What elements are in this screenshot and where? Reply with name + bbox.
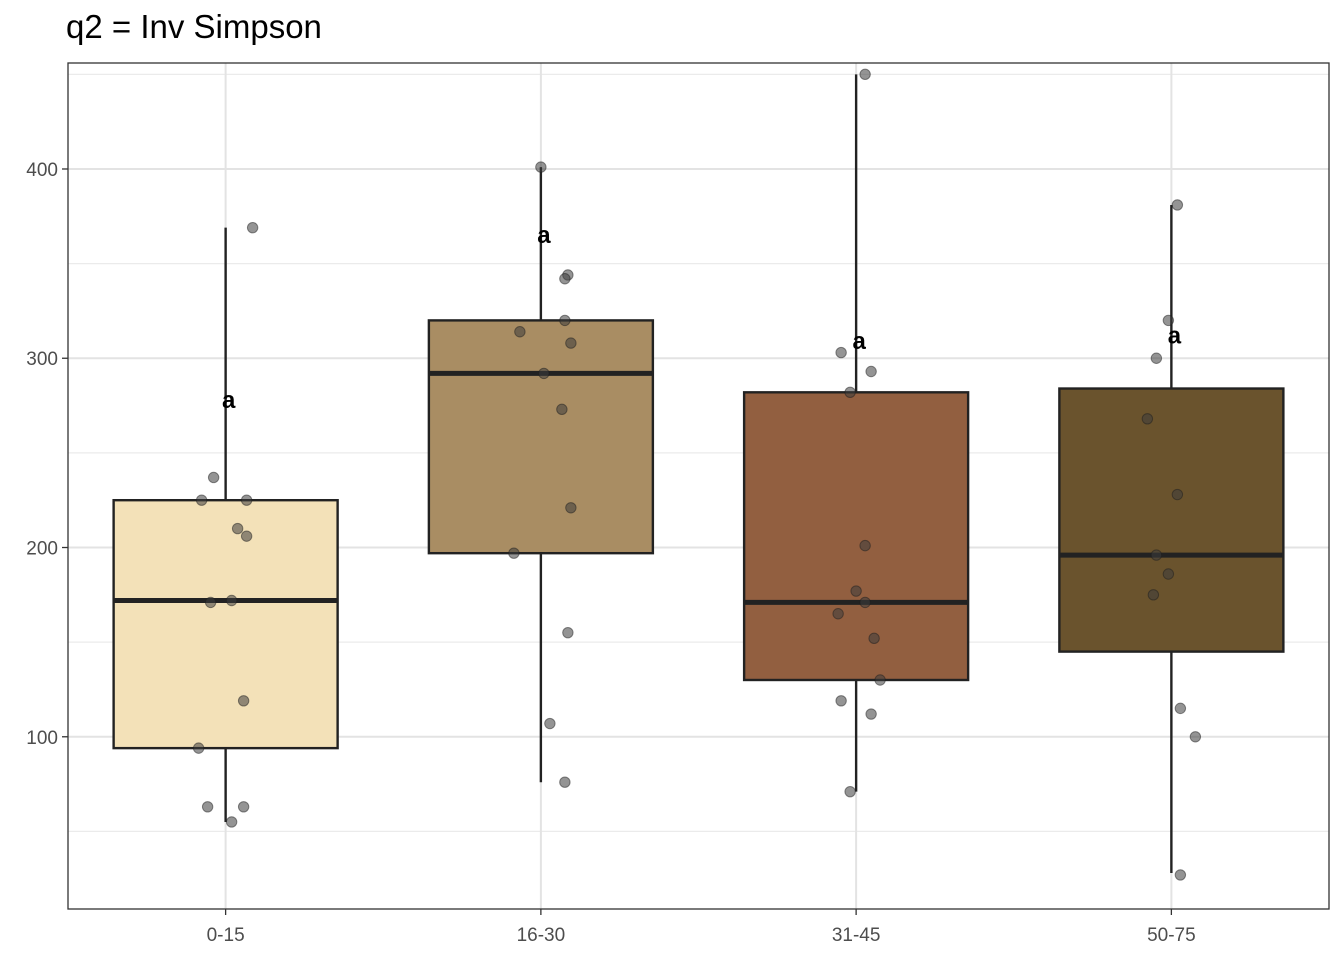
x-tick-label: 16-30 bbox=[517, 925, 566, 946]
data-point bbox=[237, 801, 250, 813]
data-point bbox=[1174, 702, 1187, 715]
data-point bbox=[225, 594, 238, 607]
data-point bbox=[201, 801, 214, 813]
data-point bbox=[246, 221, 259, 234]
data-point bbox=[1189, 731, 1202, 743]
data-point bbox=[835, 695, 847, 707]
data-point bbox=[559, 314, 571, 327]
x-tick-label: 0-15 bbox=[207, 925, 245, 946]
data-point bbox=[1171, 488, 1184, 501]
data-point bbox=[835, 346, 847, 359]
y-tick-label: 300 bbox=[26, 349, 58, 370]
data-point bbox=[240, 494, 253, 506]
data-point bbox=[844, 386, 856, 399]
y-tick-label: 200 bbox=[26, 539, 58, 560]
data-point bbox=[844, 785, 856, 798]
box-31-45 bbox=[742, 74, 970, 792]
data-point bbox=[1141, 413, 1154, 425]
data-point bbox=[535, 161, 547, 173]
boxes bbox=[112, 74, 1285, 874]
box-iqr bbox=[112, 498, 339, 750]
data-point bbox=[225, 816, 238, 828]
significance-label: a bbox=[852, 328, 866, 355]
data-point bbox=[1162, 568, 1175, 580]
data-point bbox=[850, 585, 862, 597]
data-point bbox=[565, 337, 577, 349]
data-point bbox=[1150, 352, 1163, 364]
significance-label: a bbox=[537, 222, 551, 249]
data-point bbox=[868, 632, 880, 645]
box-0-15 bbox=[112, 227, 339, 822]
significance-label: a bbox=[222, 387, 236, 414]
chart-title: q2 = Inv Simpson bbox=[66, 8, 322, 45]
data-point bbox=[559, 776, 571, 788]
y-tick-label: 400 bbox=[26, 160, 58, 181]
data-point bbox=[1147, 589, 1160, 601]
data-point bbox=[192, 742, 205, 754]
data-point bbox=[556, 403, 568, 416]
box-50-75 bbox=[1058, 204, 1285, 874]
data-point bbox=[538, 367, 550, 380]
data-point bbox=[865, 365, 877, 378]
data-point bbox=[865, 708, 877, 720]
data-point bbox=[859, 596, 871, 609]
data-point bbox=[874, 674, 886, 686]
panel-border bbox=[67, 62, 1330, 910]
box-iqr bbox=[742, 391, 970, 682]
significance-label: a bbox=[1168, 323, 1182, 350]
box-iqr bbox=[427, 319, 655, 555]
data-point bbox=[237, 695, 250, 707]
data-point bbox=[231, 522, 244, 535]
data-point bbox=[1174, 869, 1187, 881]
axes: 100 200 300 400 0-15 16-30 31-45 50-75 bbox=[26, 160, 1195, 946]
box-16-30 bbox=[427, 167, 655, 783]
box-iqr bbox=[1058, 387, 1285, 653]
data-point bbox=[559, 273, 571, 285]
significance-labels: a a a a bbox=[222, 222, 1182, 414]
data-point bbox=[562, 626, 574, 639]
x-tick-label: 31-45 bbox=[832, 925, 881, 946]
data-points bbox=[192, 68, 1202, 881]
data-point bbox=[204, 596, 217, 609]
data-point bbox=[514, 326, 526, 338]
data-point bbox=[832, 608, 844, 620]
data-point bbox=[565, 502, 577, 514]
data-point bbox=[1162, 314, 1175, 327]
data-point bbox=[207, 471, 220, 484]
x-tick-label: 50-75 bbox=[1147, 925, 1196, 946]
data-point bbox=[195, 494, 208, 506]
data-point bbox=[1171, 199, 1184, 211]
data-point bbox=[859, 68, 871, 81]
y-tick-label: 100 bbox=[26, 728, 58, 749]
data-point bbox=[859, 539, 871, 552]
data-point bbox=[240, 530, 253, 542]
data-point bbox=[508, 547, 520, 559]
data-point bbox=[1150, 549, 1163, 561]
data-point bbox=[544, 717, 556, 730]
